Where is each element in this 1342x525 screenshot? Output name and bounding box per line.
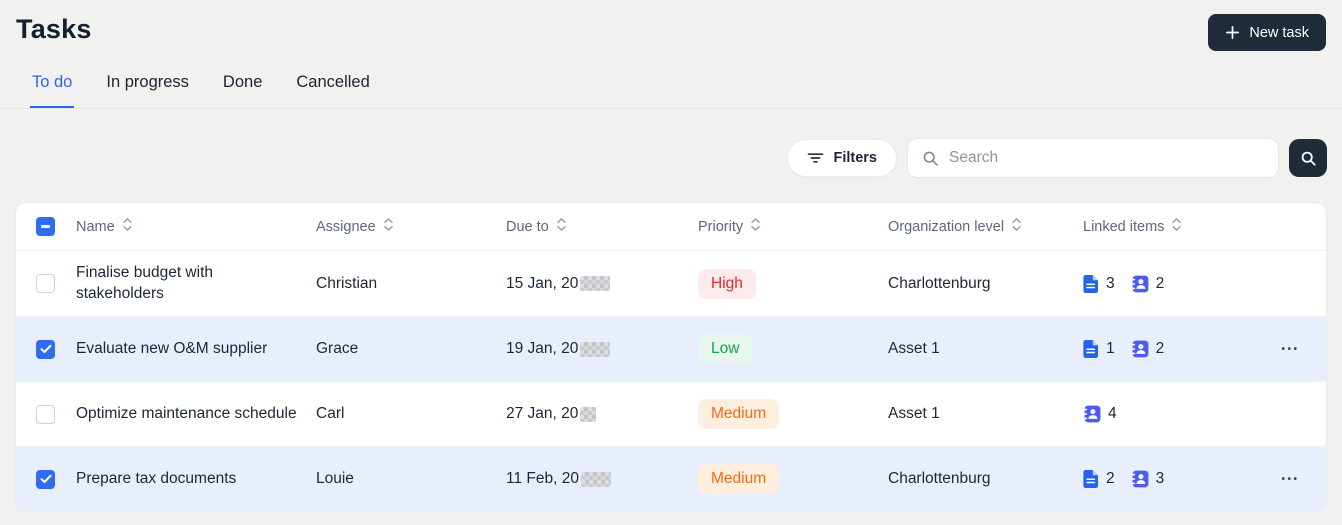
tab-done[interactable]: Done	[222, 73, 263, 91]
table-row[interactable]: Evaluate new O&M supplier Grace 19 Jan, …	[16, 316, 1326, 381]
org-level: Asset 1	[888, 405, 940, 422]
linked-items: 4	[1083, 405, 1255, 423]
task-name: Optimize maintenance schedule	[76, 404, 297, 422]
contact-icon[interactable]	[1083, 405, 1101, 423]
priority-badge: High	[698, 268, 756, 299]
column-header-priority[interactable]: Priority	[698, 217, 888, 236]
linked-people-count: 2	[1155, 274, 1165, 292]
task-name: Evaluate new O&M supplier	[76, 339, 268, 357]
tab-to-do[interactable]: To do	[30, 67, 75, 108]
sort-icon	[556, 217, 567, 236]
document-icon[interactable]	[1083, 340, 1099, 358]
redacted-year	[580, 276, 611, 291]
linked-docs-count: 3	[1106, 274, 1115, 292]
linked-people-count: 3	[1155, 470, 1165, 487]
task-name: Prepare tax documents	[76, 469, 237, 487]
toolbar: Filters	[0, 138, 1342, 178]
assignee: Grace	[316, 340, 359, 357]
column-header-due[interactable]: Due to	[506, 217, 698, 236]
filter-icon	[807, 151, 824, 165]
top-bar: Tasks New task	[0, 0, 1342, 51]
new-task-label: New task	[1249, 24, 1309, 41]
filters-button[interactable]: Filters	[787, 139, 897, 177]
due-date: 27 Jan, 20	[506, 405, 698, 423]
column-header-name[interactable]: Name	[76, 217, 316, 236]
assignee: Carl	[316, 405, 345, 422]
linked-items: 3 2	[1083, 274, 1255, 293]
linked-people-count: 2	[1155, 340, 1165, 357]
search-icon	[922, 150, 939, 167]
org-level: Charlottenburg	[888, 274, 991, 292]
assignee: Christian	[316, 274, 378, 292]
search-input[interactable]	[949, 149, 1264, 167]
row-checkbox[interactable]	[36, 339, 55, 359]
priority-badge: Medium	[698, 399, 780, 429]
due-date: 15 Jan, 20	[506, 275, 698, 293]
due-date: 11 Feb, 20	[506, 470, 698, 488]
row-menu-button[interactable]: •••	[1281, 343, 1300, 355]
contact-icon[interactable]	[1131, 275, 1149, 293]
org-level: Charlottenburg	[888, 470, 991, 487]
search-submit-button[interactable]	[1289, 139, 1327, 177]
contact-icon[interactable]	[1131, 340, 1149, 358]
redacted-year	[580, 341, 611, 357]
plus-icon	[1225, 25, 1240, 40]
linked-items: 2 3	[1083, 470, 1255, 488]
redacted-year	[580, 406, 597, 422]
priority-badge: Medium	[698, 464, 780, 494]
assignee: Louie	[316, 470, 354, 487]
sort-icon	[122, 217, 133, 236]
sort-icon	[383, 217, 394, 236]
table-row[interactable]: Finalise budget with stakeholders Christ…	[16, 251, 1326, 316]
table-header-row: Name Assignee Due to Priority Organizati…	[16, 203, 1326, 251]
tabs-bar: To do In progress Done Cancelled	[0, 67, 1342, 109]
priority-badge: Low	[698, 334, 753, 364]
tab-in-progress[interactable]: In progress	[106, 73, 189, 91]
tab-cancelled[interactable]: Cancelled	[296, 73, 370, 91]
column-header-linked-items[interactable]: Linked items	[1083, 217, 1255, 236]
sort-icon	[1011, 217, 1022, 236]
table-row[interactable]: Prepare tax documents Louie 11 Feb, 20 M…	[16, 446, 1326, 511]
linked-items: 1 2	[1083, 340, 1255, 358]
page-title: Tasks	[16, 14, 92, 44]
task-name: Finalise budget with stakeholders	[76, 263, 213, 302]
document-icon[interactable]	[1083, 274, 1099, 293]
linked-people-count: 4	[1108, 405, 1117, 422]
row-checkbox[interactable]	[36, 274, 55, 293]
document-icon[interactable]	[1083, 470, 1099, 488]
sort-icon	[1171, 217, 1182, 236]
row-checkbox[interactable]	[36, 469, 55, 489]
due-date: 19 Jan, 20	[506, 340, 698, 358]
row-checkbox[interactable]	[36, 404, 55, 424]
tasks-table: Name Assignee Due to Priority Organizati…	[16, 203, 1326, 511]
select-all-checkbox[interactable]	[36, 217, 55, 236]
table-row[interactable]: Optimize maintenance schedule Carl 27 Ja…	[16, 381, 1326, 446]
org-level: Asset 1	[888, 340, 940, 357]
column-header-org-level[interactable]: Organization level	[888, 217, 1083, 236]
new-task-button[interactable]: New task	[1208, 14, 1326, 51]
linked-docs-count: 1	[1106, 340, 1115, 357]
sort-icon	[750, 217, 761, 236]
filters-label: Filters	[833, 150, 877, 166]
redacted-year	[580, 471, 611, 487]
row-menu-button[interactable]: •••	[1281, 473, 1300, 485]
search-box	[907, 138, 1279, 178]
linked-docs-count: 2	[1106, 470, 1115, 487]
search-icon-white	[1300, 150, 1317, 167]
column-header-assignee[interactable]: Assignee	[316, 217, 506, 236]
contact-icon[interactable]	[1131, 470, 1149, 488]
